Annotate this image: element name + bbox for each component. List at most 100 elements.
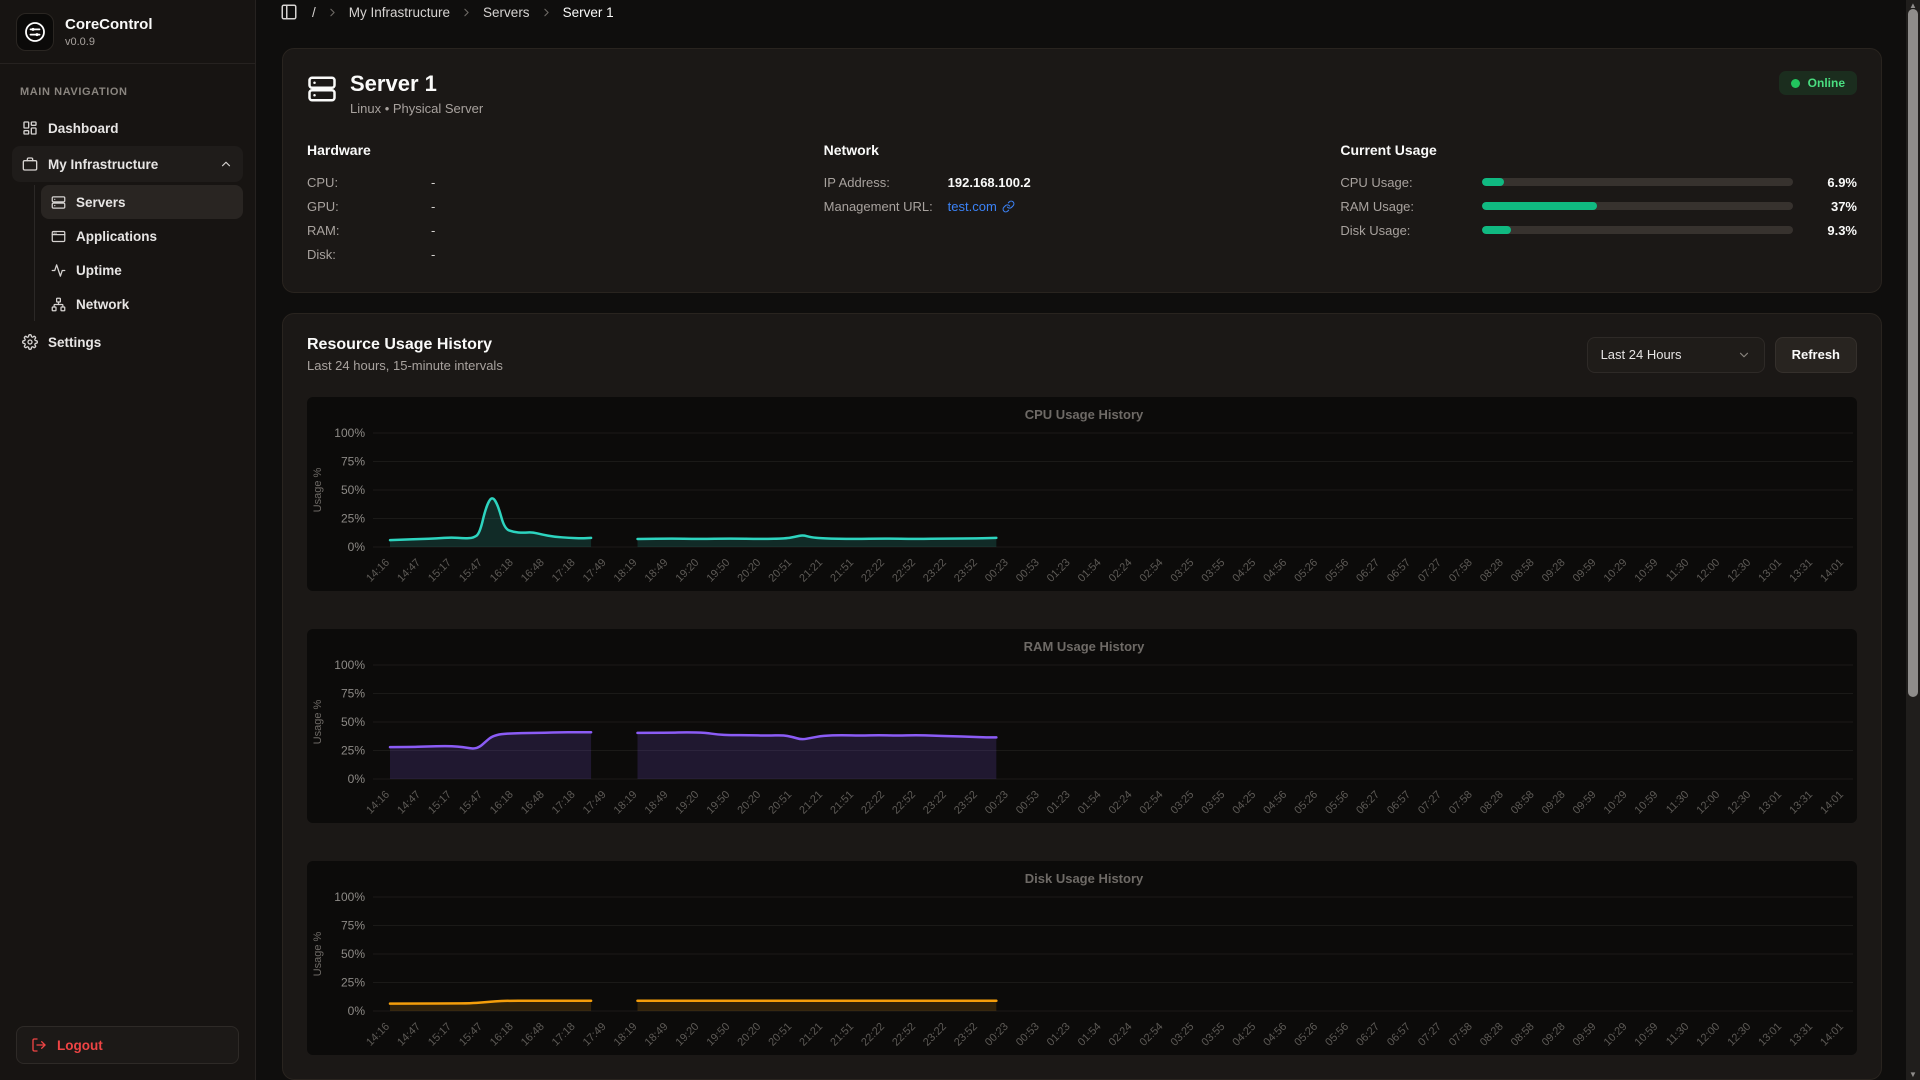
svg-text:15:17: 15:17 <box>426 557 454 585</box>
svg-text:Usage %: Usage % <box>312 699 324 744</box>
svg-text:05:56: 05:56 <box>1323 557 1351 585</box>
svg-text:14:47: 14:47 <box>395 557 423 585</box>
svg-text:08:28: 08:28 <box>1478 789 1506 817</box>
sidebar-item-label: My Infrastructure <box>48 156 159 172</box>
svg-text:07:58: 07:58 <box>1447 1021 1475 1049</box>
svg-text:22:52: 22:52 <box>890 557 918 585</box>
svg-text:06:57: 06:57 <box>1385 1021 1413 1049</box>
sidebar-item-label: Uptime <box>76 262 122 278</box>
svg-text:12:00: 12:00 <box>1694 789 1722 817</box>
gear-icon <box>22 334 38 350</box>
svg-text:0%: 0% <box>348 540 366 554</box>
hardware-row: CPU: - <box>307 174 436 190</box>
time-range-select[interactable]: Last 24 Hours <box>1586 336 1765 373</box>
svg-text:18:19: 18:19 <box>612 789 640 817</box>
svg-text:22:52: 22:52 <box>890 789 918 817</box>
sidebar-item-network[interactable]: Network <box>41 287 243 321</box>
sidebar-sublist: Servers Applications Uptime <box>34 185 243 321</box>
server-subtitle: Linux • Physical Server <box>350 101 484 116</box>
svg-text:15:17: 15:17 <box>426 1021 454 1049</box>
svg-text:06:57: 06:57 <box>1385 789 1413 817</box>
svg-text:06:27: 06:27 <box>1354 1021 1382 1049</box>
scrollbar-up-arrow[interactable]: ▲ <box>1909 1 1917 10</box>
chart-panel-disk: Disk Usage History Usage % 0% 25% 50% 75% 100%… <box>307 861 1857 1055</box>
svg-text:10:59: 10:59 <box>1633 557 1661 585</box>
svg-text:18:19: 18:19 <box>612 1021 640 1049</box>
svg-text:19:20: 19:20 <box>674 1021 702 1049</box>
charts: CPU Usage History Usage % 0% 25% 50% 75% 100% 1… <box>307 397 1857 1055</box>
content: Server 1 Linux • Physical Server Online … <box>256 24 1920 1080</box>
cpu-progress-bar <box>1482 178 1793 186</box>
svg-text:00:23: 00:23 <box>983 557 1011 585</box>
breadcrumb-server-1[interactable]: Server 1 <box>562 4 614 20</box>
breadcrumb-servers[interactable]: Servers <box>483 4 530 20</box>
svg-text:09:59: 09:59 <box>1571 557 1599 585</box>
sidebar-item-servers[interactable]: Servers <box>41 185 243 219</box>
sidebar-item-applications[interactable]: Applications <box>41 219 243 253</box>
svg-text:20:51: 20:51 <box>766 789 794 817</box>
status-badge: Online <box>1778 71 1857 95</box>
svg-text:01:54: 01:54 <box>1076 789 1104 817</box>
network-section: Network IP Address: 192.168.100.2 Manage… <box>824 142 1341 266</box>
svg-text:05:56: 05:56 <box>1323 789 1351 817</box>
svg-text:11:30: 11:30 <box>1664 1021 1691 1048</box>
svg-text:11:30: 11:30 <box>1664 557 1691 584</box>
scrollbar-down-arrow[interactable]: ▼ <box>1909 1070 1917 1079</box>
svg-text:17:49: 17:49 <box>581 789 609 817</box>
svg-text:20:51: 20:51 <box>766 557 794 585</box>
svg-text:50%: 50% <box>341 947 365 961</box>
svg-text:08:28: 08:28 <box>1478 1021 1506 1049</box>
svg-text:01:54: 01:54 <box>1076 1021 1104 1049</box>
svg-text:21:21: 21:21 <box>797 557 825 585</box>
svg-text:Usage %: Usage % <box>312 931 324 976</box>
svg-text:13:31: 13:31 <box>1787 789 1815 817</box>
svg-text:00:23: 00:23 <box>983 1021 1011 1049</box>
svg-text:75%: 75% <box>341 919 365 933</box>
sidebar: CoreControl v0.0.9 MAIN NAVIGATION Dashb… <box>0 0 256 1080</box>
svg-text:22:22: 22:22 <box>859 557 887 585</box>
breadcrumb-my-infrastructure[interactable]: My Infrastructure <box>348 4 451 20</box>
chevron-right-icon <box>330 8 335 16</box>
ram-usage-chart: RAM Usage History Usage % 0% 25% 50% 75% 100% 1… <box>312 639 1853 817</box>
svg-text:16:18: 16:18 <box>488 789 516 817</box>
svg-text:15:17: 15:17 <box>426 789 454 817</box>
svg-text:19:20: 19:20 <box>674 789 702 817</box>
scrollbar-thumb[interactable] <box>1908 9 1918 697</box>
svg-text:12:00: 12:00 <box>1694 1021 1722 1049</box>
sidebar-item-settings[interactable]: Settings <box>12 324 243 360</box>
app-title: CoreControl <box>65 15 153 33</box>
svg-text:23:52: 23:52 <box>952 1021 980 1049</box>
sidebar-item-label: Network <box>76 296 130 312</box>
svg-text:12:30: 12:30 <box>1725 557 1753 585</box>
sidebar-item-uptime[interactable]: Uptime <box>41 253 243 287</box>
svg-text:04:56: 04:56 <box>1261 1021 1289 1049</box>
svg-text:00:53: 00:53 <box>1014 557 1042 585</box>
logout-button[interactable]: Logout <box>16 1026 239 1064</box>
svg-text:13:31: 13:31 <box>1787 1021 1815 1049</box>
refresh-button[interactable]: Refresh <box>1774 336 1857 373</box>
sidebar-item-label: Dashboard <box>48 120 119 136</box>
sidebar-toggle-icon[interactable] <box>280 3 298 21</box>
svg-text:25%: 25% <box>341 512 365 526</box>
usage-heading: Current Usage <box>1340 142 1437 158</box>
svg-text:20:51: 20:51 <box>766 1021 794 1049</box>
sidebar-item-dashboard[interactable]: Dashboard <box>12 110 243 146</box>
svg-text:14:01: 14:01 <box>1818 1021 1846 1049</box>
topbar: / My Infrastructure Servers Server 1 <box>256 0 1920 24</box>
logout-label: Logout <box>57 1037 103 1053</box>
usage-row-ram: RAM Usage: 37% <box>1340 198 1857 214</box>
window-scrollbar: ▲ ▼ <box>1906 0 1920 1080</box>
svg-text:01:54: 01:54 <box>1076 557 1104 585</box>
svg-text:12:30: 12:30 <box>1725 1021 1753 1049</box>
svg-text:18:49: 18:49 <box>643 789 671 817</box>
svg-text:03:25: 03:25 <box>1169 789 1197 817</box>
svg-text:03:55: 03:55 <box>1199 789 1227 817</box>
svg-text:15:47: 15:47 <box>457 1021 485 1049</box>
breadcrumb-home[interactable]: / <box>312 4 316 20</box>
svg-text:07:58: 07:58 <box>1447 557 1475 585</box>
sidebar-item-my-infrastructure[interactable]: My Infrastructure <box>12 146 243 182</box>
management-url-link[interactable]: test.com <box>948 199 1015 214</box>
svg-text:14:47: 14:47 <box>395 1021 423 1049</box>
chart-panel-cpu: CPU Usage History Usage % 0% 25% 50% 75% 100% 1… <box>307 397 1857 591</box>
disk-usage-chart: Disk Usage History Usage % 0% 25% 50% 75% 100%… <box>312 871 1853 1049</box>
